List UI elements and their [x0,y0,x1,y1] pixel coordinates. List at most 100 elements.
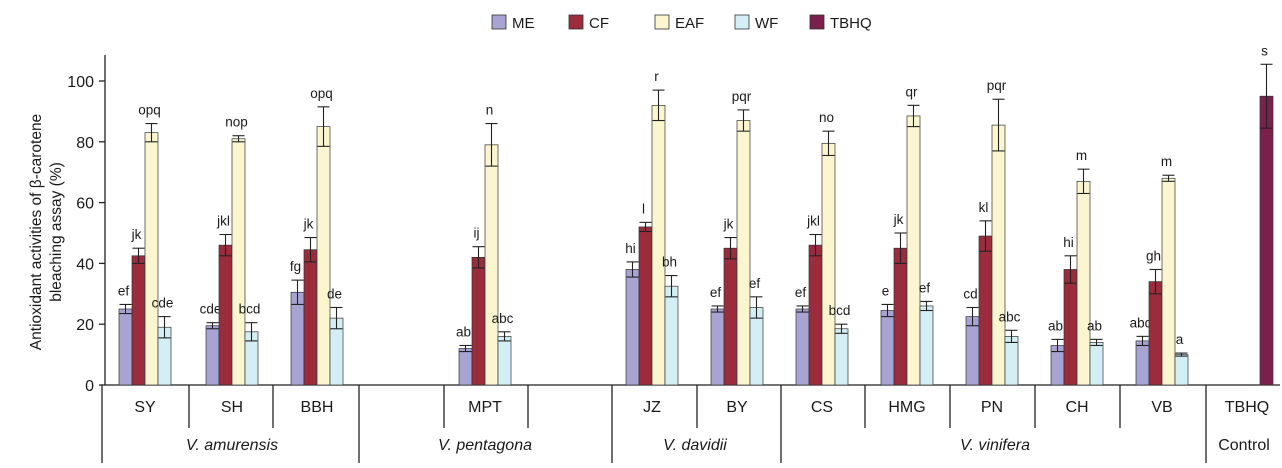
significance-letter: jkl [806,214,820,229]
significance-letter: ij [474,226,480,241]
bar-sy-me [118,308,133,386]
legend-swatch-wf [734,14,750,30]
bar-jz-eaf [651,104,666,386]
legend-label: TBHQ [830,15,872,32]
significance-letter: bcd [239,302,261,317]
x-tick-label: SH [221,399,243,416]
significance-letter: ef [118,283,130,298]
significance-letter: pqr [987,78,1007,93]
significance-letter: fg [290,259,301,274]
bar-vb-me [1135,340,1150,386]
x-tick-label: JZ [643,399,661,416]
bar-vb-cf [1148,281,1163,386]
significance-letter: hi [625,241,636,256]
significance-letter: ef [749,276,761,291]
y-tick-label: 40 [76,256,94,273]
significance-letter: m [1076,148,1087,163]
y-tick-label: 60 [76,196,94,213]
bar-sy-cf [131,255,146,386]
bar-mpt-me [458,348,473,386]
x-tick-label: CH [1065,399,1088,416]
bar-pn-eaf [991,124,1006,386]
significance-letter: opq [138,103,161,118]
bar-mpt-cf [471,256,486,386]
significance-letter: m [1161,154,1172,169]
significance-letter: jk [131,227,142,242]
x-tick-label: TBHQ [1225,399,1269,416]
significance-letter: opq [310,86,333,101]
y-tick-label: 100 [67,74,94,91]
x-tick-label: BBH [301,399,334,416]
bar-bbh-me [290,291,305,386]
group-label: V. davidii [663,437,727,454]
bar-sy-eaf [144,132,159,386]
x-tick-label: PN [981,399,1003,416]
significance-letter: s [1261,43,1268,58]
significance-letter: e [882,283,890,298]
bar-jz-cf [638,226,653,386]
bar-vb-wf [1174,354,1189,386]
x-tick-label: VB [1151,399,1172,416]
bar-hmg-me [880,310,895,386]
y-axis-label: bleaching assay (%) [48,162,65,302]
significance-letter: l [642,201,645,216]
significance-letter: cde [200,302,222,317]
significance-letter: jk [893,212,904,227]
legend-swatch-eaf [654,14,670,30]
bar-by-cf [723,247,738,386]
significance-letter: pqr [732,89,752,104]
bar-ch-wf [1089,342,1104,386]
significance-letter: jk [303,217,314,232]
group-label: Control [1218,437,1270,454]
x-tick-label: BY [726,399,748,416]
significance-letter: ef [919,280,931,295]
bar-bbh-eaf [316,126,331,386]
bar-by-me [710,308,725,386]
bar-sh-me [205,325,220,386]
bar-pn-cf [978,235,993,386]
group-label: V. vinifera [960,437,1030,454]
y-tick-label: 80 [76,135,94,152]
bar-pn-wf [1004,336,1019,386]
x-tick-label: HMG [888,399,925,416]
x-tick-label: MPT [468,399,502,416]
bar-sh-cf [218,244,233,386]
bar-ch-cf [1063,269,1078,386]
bar-ch-eaf [1076,180,1091,386]
significance-letter: a [1176,332,1184,347]
bar-sh-eaf [231,138,246,386]
legend-label: CF [589,15,609,32]
significance-letter: kl [979,200,989,215]
legend-swatch-me [491,14,507,30]
bar-jz-wf [664,285,679,386]
bar-by-wf [749,307,764,386]
bar-mpt-eaf [484,144,499,386]
significance-letter: abc [999,309,1021,324]
significance-letter: ab [1048,318,1063,333]
legend-label: WF [755,15,778,32]
bar-by-eaf [736,120,751,386]
significance-letter: bh [662,255,677,270]
significance-letter: ef [795,285,807,300]
significance-letter: bcd [829,303,851,318]
bar-cs-wf [834,328,849,386]
bar-cs-eaf [821,142,836,386]
y-tick-label: 0 [85,378,94,395]
significance-letter: cde [152,296,174,311]
x-tick-label: CS [811,399,833,416]
significance-letter: ef [710,285,722,300]
bar-hmg-eaf [906,115,921,386]
significance-letter: abc [1130,315,1152,330]
significance-letter: de [327,286,342,301]
group-label: V. pentagona [438,437,532,454]
bar-mpt-wf [497,336,512,386]
bar-jz-me [625,269,640,386]
bar-hmg-cf [893,247,908,386]
significance-letter: qr [905,84,918,99]
significance-letter: gh [1146,248,1161,263]
significance-letter: abc [492,311,514,326]
significance-letter: no [819,110,834,125]
bar-vb-eaf [1161,177,1176,386]
bar-hmg-wf [919,305,934,386]
